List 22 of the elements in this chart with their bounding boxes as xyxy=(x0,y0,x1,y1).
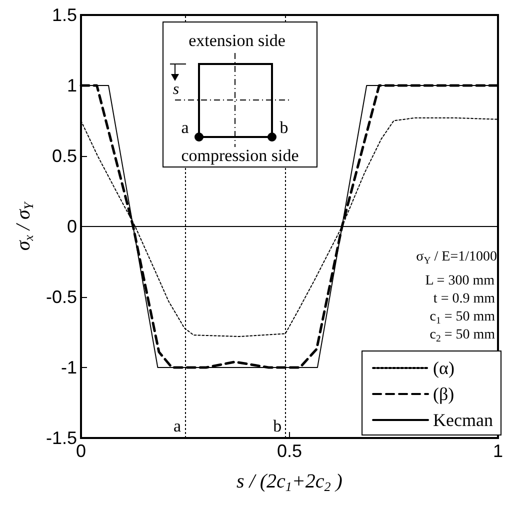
x-tick-label: 0.5 xyxy=(276,441,302,461)
annotation: b xyxy=(280,118,288,137)
annotation: a xyxy=(181,118,190,137)
legend-label: (β) xyxy=(433,384,454,404)
annotation: a xyxy=(173,416,182,436)
y-tick-label: -1.5 xyxy=(46,428,77,448)
annotation: s xyxy=(172,81,180,98)
y-tick-label: 0 xyxy=(66,216,77,236)
annotation: b xyxy=(273,416,282,436)
annotation: L = 300 mm xyxy=(425,274,495,288)
legend-label: (α) xyxy=(433,358,454,378)
annotation: compression side xyxy=(181,146,299,165)
y-tick-label: 1 xyxy=(66,76,77,96)
y-tick-label: 1.5 xyxy=(52,5,77,25)
y-tick-label: 0.5 xyxy=(52,146,77,166)
annotation: extension side xyxy=(188,31,286,50)
y-tick-label: -1 xyxy=(60,358,77,378)
annotation: t = 0.9 mm xyxy=(433,292,496,306)
legend-label: Kecman xyxy=(433,410,493,430)
y-axis-title: σx / σY xyxy=(12,200,36,251)
x-tick-label: 1 xyxy=(492,441,503,461)
y-tick-label: -0.5 xyxy=(46,287,77,307)
